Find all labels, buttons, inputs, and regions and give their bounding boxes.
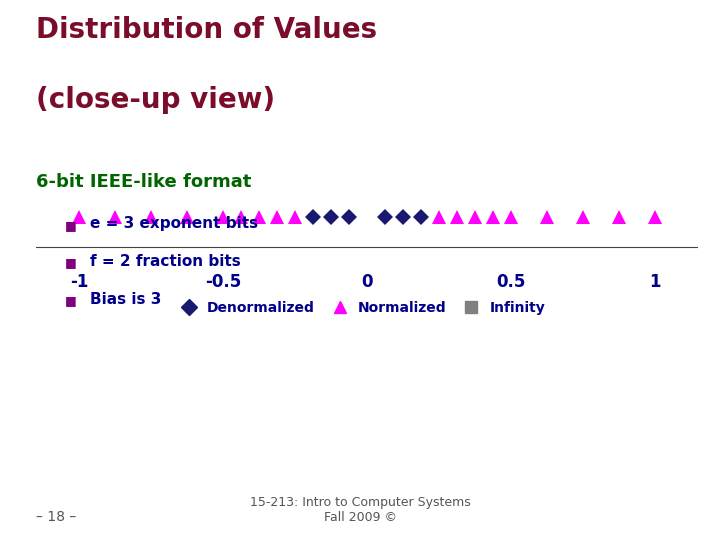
Text: Bias is 3: Bias is 3 bbox=[90, 292, 161, 307]
Text: – 18 –: – 18 – bbox=[36, 510, 76, 524]
Text: Distribution of Values: Distribution of Values bbox=[36, 16, 377, 44]
Text: (close-up view): (close-up view) bbox=[36, 86, 275, 114]
Text: ■: ■ bbox=[65, 219, 76, 232]
Text: 6-bit IEEE-like format: 6-bit IEEE-like format bbox=[36, 173, 251, 191]
Text: e = 3 exponent bits: e = 3 exponent bits bbox=[90, 216, 258, 231]
Text: ■: ■ bbox=[65, 256, 76, 269]
Text: ■: ■ bbox=[65, 294, 76, 307]
Text: f = 2 fraction bits: f = 2 fraction bits bbox=[90, 254, 240, 269]
Text: 15-213: Intro to Computer Systems
Fall 2009 ©: 15-213: Intro to Computer Systems Fall 2… bbox=[250, 496, 470, 524]
Legend: Denormalized, Normalized, Infinity: Denormalized, Normalized, Infinity bbox=[169, 295, 551, 320]
